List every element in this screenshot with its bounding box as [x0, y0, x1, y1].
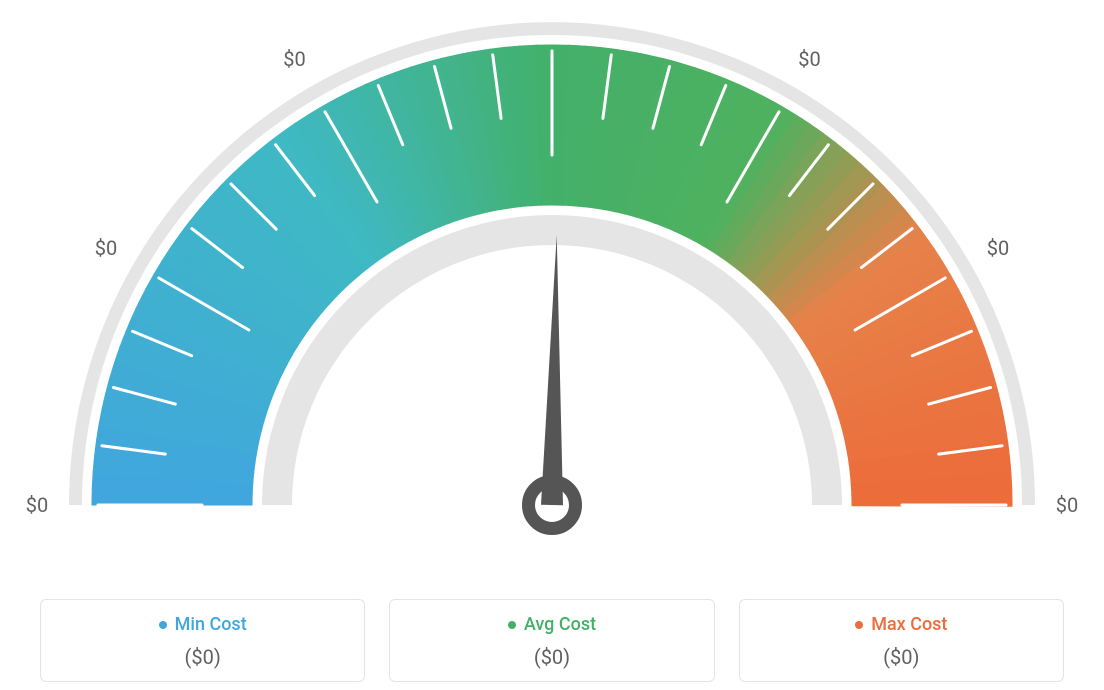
- legend-card-min: Min Cost ($0): [40, 599, 365, 683]
- gauge-tick-label: $0: [798, 47, 820, 71]
- gauge-tick-label: $0: [541, 0, 563, 2]
- legend-value-max: ($0): [750, 645, 1053, 669]
- gauge-tick-label: $0: [95, 236, 117, 260]
- gauge-tick-label: $0: [1056, 493, 1078, 517]
- dot-icon: [855, 621, 863, 629]
- gauge-tick-label: $0: [283, 47, 305, 71]
- gauge-chart: $0 $0 $0 $0 $0 $0 $0: [0, 0, 1104, 560]
- gauge-tick-label: $0: [987, 236, 1009, 260]
- legend-label: Avg Cost: [524, 614, 596, 635]
- legend-value-min: ($0): [51, 645, 354, 669]
- legend-row: Min Cost ($0) Avg Cost ($0) Max Cost ($0…: [40, 599, 1064, 683]
- legend-card-avg: Avg Cost ($0): [389, 599, 714, 683]
- legend-title-min: Min Cost: [159, 614, 247, 635]
- legend-card-max: Max Cost ($0): [739, 599, 1064, 683]
- legend-label: Max Cost: [871, 614, 947, 635]
- gauge-tick-label: $0: [26, 493, 48, 517]
- dot-icon: [159, 621, 167, 629]
- legend-label: Min Cost: [175, 614, 247, 635]
- legend-title-max: Max Cost: [855, 614, 947, 635]
- gauge-svg: [0, 0, 1104, 560]
- dot-icon: [508, 621, 516, 629]
- legend-value-avg: ($0): [400, 645, 703, 669]
- legend-title-avg: Avg Cost: [508, 614, 596, 635]
